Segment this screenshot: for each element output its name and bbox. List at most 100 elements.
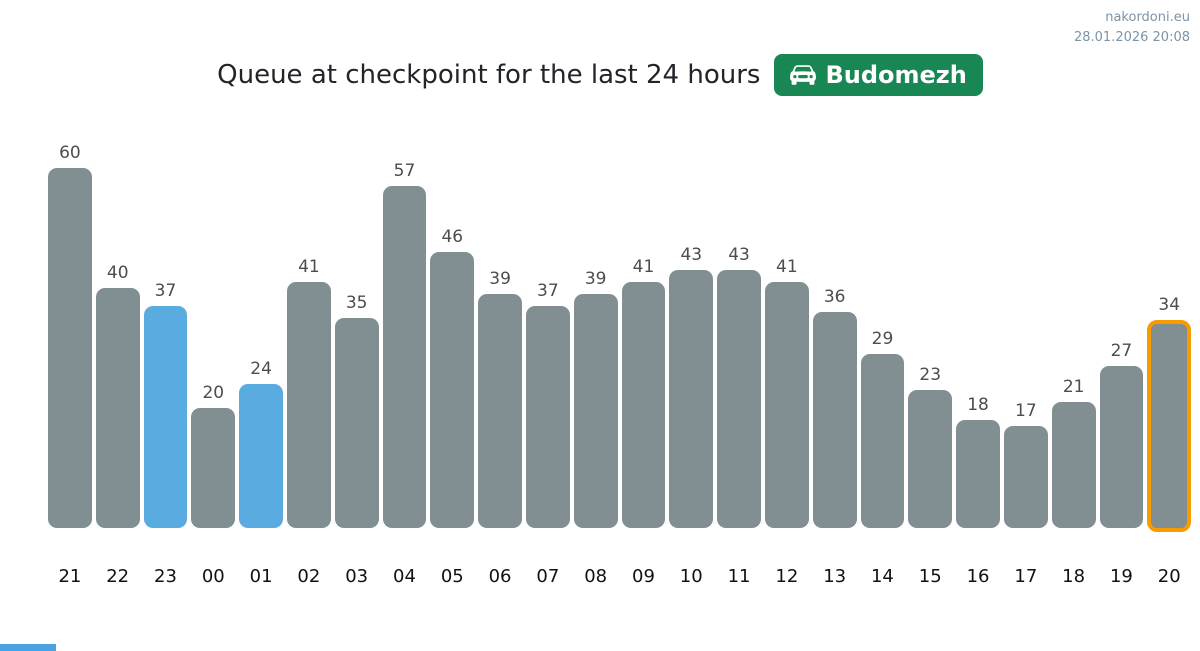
bar-group: 41 bbox=[285, 257, 333, 528]
bar-group: 37 bbox=[524, 281, 572, 528]
x-axis-label: 19 bbox=[1109, 566, 1133, 587]
x-axis-label: 04 bbox=[393, 566, 416, 587]
bar-group: 20 bbox=[189, 383, 237, 528]
x-axis-label: 13 bbox=[823, 566, 847, 587]
bar-group: 43 bbox=[715, 245, 763, 528]
x-axis-label: 15 bbox=[918, 566, 942, 587]
bar-value-label: 40 bbox=[106, 263, 129, 283]
bar-group: 17 bbox=[1002, 401, 1050, 528]
bar-11[interactable] bbox=[717, 270, 761, 528]
bar-group: 40 bbox=[94, 263, 142, 528]
bar-04[interactable] bbox=[382, 186, 427, 528]
bar-group: 60 bbox=[46, 143, 94, 528]
bar-group: 36 bbox=[811, 287, 859, 528]
bar-value-label: 17 bbox=[1015, 401, 1037, 421]
bar-00[interactable] bbox=[191, 408, 236, 528]
bar-group: 35 bbox=[333, 293, 381, 528]
chart-title: Queue at checkpoint for the last 24 hour… bbox=[217, 60, 761, 90]
bar-10[interactable] bbox=[669, 270, 714, 528]
bar-23[interactable] bbox=[143, 306, 188, 528]
bar-group: 39 bbox=[572, 269, 620, 528]
bar-group: 57 bbox=[381, 161, 429, 528]
bar-group: 34 bbox=[1145, 295, 1193, 532]
bar-value-label: 34 bbox=[1158, 295, 1181, 315]
x-axis-label: 23 bbox=[154, 566, 177, 587]
bar-12[interactable] bbox=[764, 282, 809, 528]
chart-header: Queue at checkpoint for the last 24 hour… bbox=[0, 54, 1200, 96]
watermark-timestamp: 28.01.2026 20:08 bbox=[1073, 29, 1190, 45]
bar-value-label: 24 bbox=[250, 359, 272, 379]
car-front-icon bbox=[790, 62, 817, 88]
bar-05[interactable] bbox=[430, 252, 475, 528]
bar-chart: 60 40 37 20 24 41 35 57 46 39 37 39 41 43 43 41 36 29 23 18… bbox=[46, 140, 1193, 532]
checkpoint-badge-label: Budomezh bbox=[825, 61, 967, 89]
cutoff-blue-fragment bbox=[0, 644, 56, 651]
bar-13[interactable] bbox=[812, 312, 857, 528]
bar-value-label: 18 bbox=[967, 395, 989, 415]
bar-14[interactable] bbox=[860, 354, 905, 528]
bar-value-label: 41 bbox=[632, 257, 655, 277]
bar-group: 41 bbox=[763, 257, 811, 528]
bar-17[interactable] bbox=[1003, 426, 1048, 528]
bar-06[interactable] bbox=[478, 294, 522, 528]
x-axis-label: 18 bbox=[1062, 566, 1086, 587]
x-axis-label: 21 bbox=[58, 566, 82, 587]
x-axis-label: 07 bbox=[536, 566, 560, 587]
x-axis-label: 10 bbox=[679, 566, 703, 587]
bar-18[interactable] bbox=[1051, 402, 1096, 528]
x-axis-label: 16 bbox=[966, 566, 990, 587]
x-axis-label: 09 bbox=[632, 566, 655, 587]
bar-group: 18 bbox=[954, 395, 1002, 528]
bar-value-label: 41 bbox=[298, 257, 320, 277]
x-axis-label: 02 bbox=[297, 566, 321, 587]
bar-value-label: 41 bbox=[776, 257, 798, 277]
bar-value-label: 43 bbox=[728, 245, 750, 265]
x-axis-label: 17 bbox=[1014, 566, 1038, 587]
x-axis: 21 22 23 00 01 02 03 04 05 06 07 08 09 10 11 12 13 14 15 16… bbox=[46, 566, 1193, 587]
x-axis-label: 01 bbox=[249, 566, 273, 587]
bar-21[interactable] bbox=[48, 168, 92, 528]
bar-value-label: 39 bbox=[489, 269, 511, 289]
bar-16[interactable] bbox=[956, 420, 1000, 528]
bar-02[interactable] bbox=[286, 282, 331, 528]
bar-value-label: 36 bbox=[823, 287, 846, 307]
bar-value-label: 60 bbox=[59, 143, 81, 163]
bar-value-label: 46 bbox=[441, 227, 464, 247]
bar-09[interactable] bbox=[621, 282, 666, 528]
bar-value-label: 20 bbox=[202, 383, 225, 403]
bar-group: 41 bbox=[620, 257, 668, 528]
bar-value-label: 35 bbox=[345, 293, 368, 313]
x-axis-label: 14 bbox=[870, 566, 894, 587]
bar-value-label: 39 bbox=[584, 269, 607, 289]
bar-07[interactable] bbox=[525, 306, 570, 528]
x-axis-label: 22 bbox=[106, 566, 130, 587]
checkpoint-badge[interactable]: Budomezh bbox=[774, 54, 983, 96]
watermark: nakordoni.eu 28.01.2026 20:08 bbox=[1074, 8, 1190, 47]
x-axis-label: 08 bbox=[584, 566, 608, 587]
watermark-site: nakordoni.eu bbox=[1105, 10, 1190, 25]
bar-19[interactable] bbox=[1099, 366, 1144, 528]
x-axis-label: 03 bbox=[345, 566, 369, 587]
bar-value-label: 43 bbox=[680, 245, 703, 265]
x-axis-label: 11 bbox=[727, 566, 751, 587]
bar-group: 27 bbox=[1098, 341, 1146, 528]
x-axis-label: 06 bbox=[488, 566, 512, 587]
bar-value-label: 29 bbox=[871, 329, 894, 349]
bar-group: 46 bbox=[428, 227, 476, 528]
bar-15[interactable] bbox=[908, 390, 953, 528]
bar-03[interactable] bbox=[334, 318, 379, 528]
bar-group: 23 bbox=[906, 365, 954, 528]
bar-value-label: 27 bbox=[1110, 341, 1133, 361]
bar-value-label: 57 bbox=[393, 161, 416, 181]
x-axis-label: 05 bbox=[440, 566, 464, 587]
bar-22[interactable] bbox=[95, 288, 140, 528]
bar-01[interactable] bbox=[239, 384, 283, 528]
bar-value-label: 37 bbox=[154, 281, 177, 301]
x-axis-label: 20 bbox=[1157, 566, 1181, 587]
bar-group: 43 bbox=[667, 245, 715, 528]
bar-08[interactable] bbox=[573, 294, 618, 528]
x-axis-label: 00 bbox=[201, 566, 225, 587]
bar-20[interactable] bbox=[1147, 320, 1192, 532]
bar-group: 21 bbox=[1050, 377, 1098, 528]
